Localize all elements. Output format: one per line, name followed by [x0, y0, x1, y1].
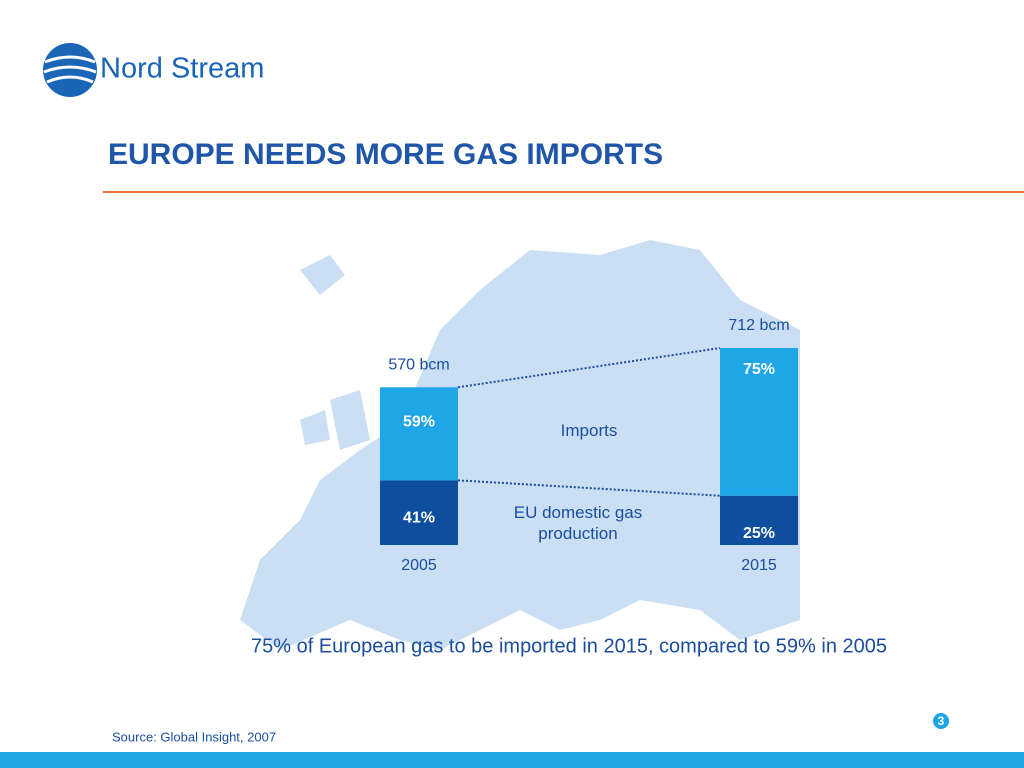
total-label: 712 bcm: [728, 317, 789, 334]
total-label: 570 bcm: [388, 357, 449, 374]
category-label: 2015: [741, 557, 777, 574]
page-number: 3: [938, 714, 945, 728]
category-label: 2005: [401, 557, 437, 574]
logo-text: Nord Stream: [100, 53, 264, 85]
bar-segment: [380, 480, 458, 545]
value-label: 59%: [403, 414, 435, 431]
source: Source: Global Insight, 2007: [112, 729, 276, 744]
page-badge: [933, 713, 949, 729]
bar-segment: [720, 495, 798, 545]
map: [240, 240, 800, 650]
bar-segment: [380, 387, 458, 481]
series-label: EU domestic gas production: [513, 503, 643, 543]
series-label: Imports: [560, 421, 618, 440]
slide-title: EUROPE NEEDS MORE GAS IMPORTS: [108, 138, 663, 171]
footer-bar: [0, 752, 1024, 768]
value-label: 25%: [743, 525, 775, 542]
bar-segment: [720, 348, 798, 496]
annotation: 75% of European gas to be imported in 20…: [251, 635, 887, 657]
logo-icon: [43, 43, 97, 97]
value-label: 75%: [743, 361, 775, 378]
value-label: 41%: [403, 510, 435, 527]
connector: [457, 347, 721, 389]
